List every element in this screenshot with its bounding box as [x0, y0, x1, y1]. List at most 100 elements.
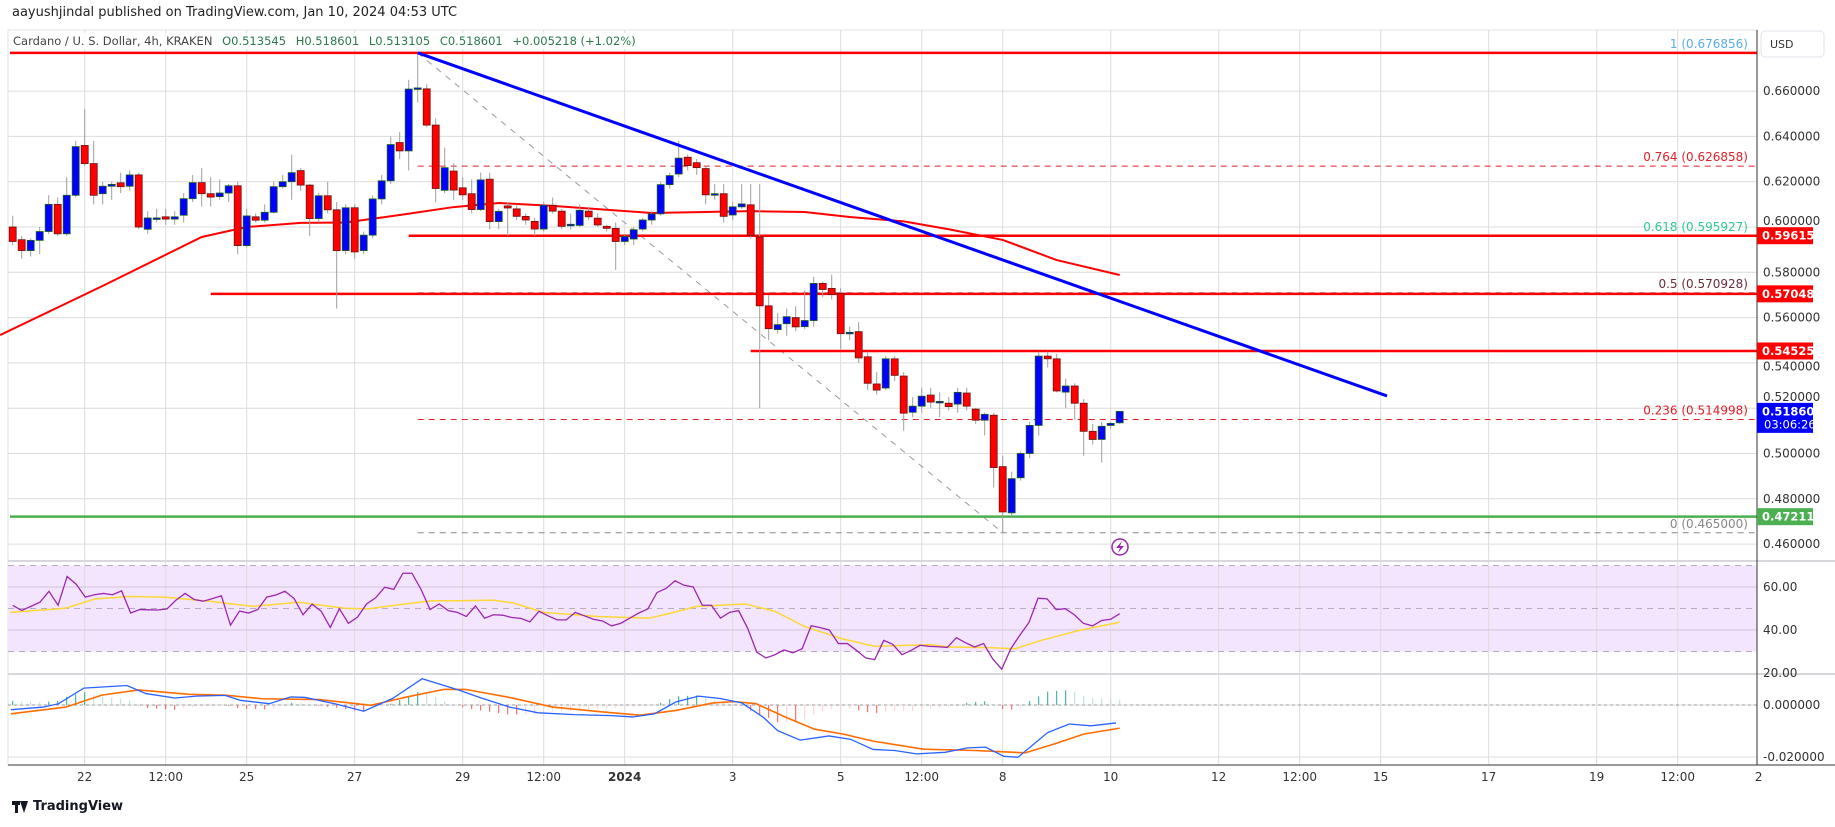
time-axis-tick: 12:00 — [904, 770, 939, 784]
price-badge: 0.545259 — [1757, 342, 1822, 360]
price-badge-bg — [1757, 402, 1813, 433]
fib-level-label: 0.764 (0.626858) — [1643, 150, 1748, 164]
candle — [494, 208, 503, 230]
macd-pane — [10, 678, 1121, 758]
candle — [854, 322, 863, 363]
candle-body — [1025, 425, 1034, 454]
candle — [1106, 421, 1115, 429]
candle — [692, 159, 701, 175]
tradingview-logo[interactable]: TradingView — [12, 799, 123, 814]
price-badge-value: 0.472110 — [1762, 510, 1822, 524]
candle — [341, 204, 350, 255]
candle — [611, 222, 620, 271]
trend-line[interactable] — [417, 51, 1388, 398]
candle — [701, 165, 710, 205]
tradingview-logo-icon — [12, 800, 28, 813]
candle — [665, 172, 674, 189]
candle-body — [395, 142, 404, 152]
candle-body — [350, 207, 359, 253]
candle — [422, 84, 431, 128]
time-axis-tick: 15 — [1373, 770, 1388, 784]
time-axis-tick: 3 — [729, 770, 737, 784]
candle — [458, 177, 467, 200]
candle-body — [602, 225, 611, 229]
candle-body — [539, 204, 548, 230]
candle-body — [827, 287, 836, 295]
candle — [71, 140, 80, 198]
candle-body — [845, 331, 854, 335]
fib-level-label: 1 (0.676856) — [1670, 37, 1748, 51]
candle-body — [593, 217, 602, 226]
candle-body — [215, 192, 224, 198]
candle — [800, 290, 809, 329]
candle-body — [341, 207, 350, 251]
candle-body — [197, 182, 206, 195]
candle — [935, 392, 944, 418]
candle-body — [863, 356, 872, 384]
candle-body — [440, 167, 449, 191]
candle — [782, 308, 791, 336]
candle-body — [809, 282, 818, 321]
candle — [980, 412, 989, 436]
candle — [179, 193, 188, 223]
candle-body — [431, 124, 440, 189]
candle-body — [17, 239, 26, 251]
publish-info: aayushjindal published on TradingView.co… — [12, 5, 458, 20]
lightning-icon[interactable] — [1111, 538, 1129, 556]
candle — [125, 170, 134, 191]
candle — [305, 183, 314, 237]
candle — [863, 351, 872, 391]
candle-body — [188, 182, 197, 200]
candle — [1043, 351, 1052, 368]
candle — [269, 181, 278, 214]
candle-body — [773, 324, 782, 331]
candle — [566, 213, 575, 230]
candle — [548, 197, 557, 214]
candle-body — [386, 144, 395, 182]
high-value: H0.518601 — [295, 34, 360, 48]
candle — [287, 154, 296, 200]
currency-button[interactable]: USD — [1760, 30, 1825, 58]
candle — [953, 387, 962, 413]
candle — [1079, 399, 1088, 456]
time-axis-tick: 8 — [999, 770, 1007, 784]
symbol-name[interactable]: Cardano / U. S. Dollar, 4h, KRAKEN — [13, 34, 213, 48]
candle-body — [584, 210, 593, 218]
candle-body — [1088, 430, 1097, 440]
candle — [44, 195, 53, 234]
candle-body — [854, 331, 863, 359]
candle-body — [881, 358, 890, 389]
candle-body — [296, 170, 305, 186]
candle-body — [692, 162, 701, 169]
candle-body — [728, 206, 737, 216]
candle-body — [521, 215, 530, 221]
candle-body — [944, 402, 953, 408]
candle — [1007, 471, 1016, 517]
lightning-icon-bolt — [1116, 541, 1124, 553]
candle-body — [332, 209, 341, 251]
rsi-axis-tick: 40.00 — [1763, 623, 1797, 637]
price-badge-value: 0.570485 — [1762, 287, 1822, 301]
candle-body — [71, 146, 80, 196]
price-axis-tick: 0.540000 — [1763, 359, 1820, 373]
candle — [926, 387, 935, 409]
candle — [530, 217, 539, 237]
candle-body — [629, 229, 638, 240]
candle — [197, 168, 206, 207]
candle — [260, 204, 269, 223]
tradingview-logo-text: TradingView — [33, 799, 124, 814]
time-axis-tick: 12:00 — [148, 770, 183, 784]
candle — [809, 276, 818, 327]
candle — [1088, 424, 1097, 445]
candle-body — [764, 305, 773, 330]
candle-body — [791, 317, 800, 328]
candle — [377, 174, 386, 205]
candle — [152, 208, 161, 223]
candle-body — [44, 203, 53, 232]
candle-body — [134, 174, 143, 228]
candle-body — [224, 185, 233, 194]
candle — [1034, 351, 1043, 436]
candle-body — [782, 316, 791, 325]
candle — [35, 227, 44, 255]
